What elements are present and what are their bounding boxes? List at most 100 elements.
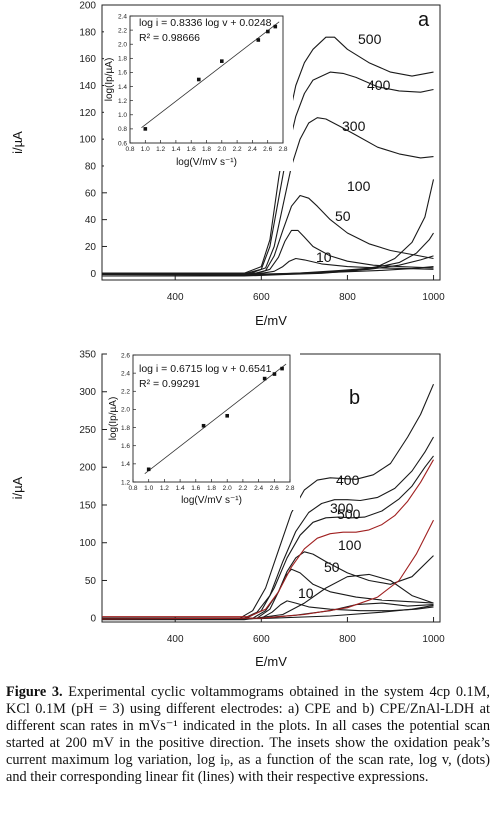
inset-y-tick-label: 1.6	[118, 70, 127, 77]
series-line-500	[102, 383, 435, 619]
inset-data-point	[280, 366, 284, 371]
series-line-red	[102, 459, 434, 618]
inset-y-tick-label: 2.6	[121, 352, 130, 359]
y-tick-label: 50	[85, 576, 97, 587]
inset-y-tick-label: 1.4	[121, 461, 130, 468]
inset-data-point	[266, 29, 270, 34]
y-tick-label: 200	[79, 463, 96, 474]
x-tick-label: 400	[167, 634, 184, 645]
inset-x-tick-label: 2.8	[285, 485, 294, 492]
curve-label-500: 500	[337, 506, 361, 522]
inset-data-point	[143, 127, 148, 131]
curve-label-300: 300	[342, 118, 366, 134]
y-tick-label: 300	[79, 387, 96, 398]
y-tick-label: 80	[85, 161, 97, 172]
caption-text: Experimental cyclic voltammograms obtain…	[6, 684, 490, 785]
curve-label-500: 500	[358, 31, 382, 47]
inset-y-tick-label: 0.6	[118, 140, 127, 147]
inset-data-point	[256, 38, 261, 42]
x-tick-label: 800	[339, 292, 356, 303]
x-tick-label: 400	[167, 292, 184, 303]
inset-x-tick-label: 1.6	[191, 485, 200, 492]
series-line-50	[102, 568, 434, 619]
inset-fit-line	[144, 363, 287, 474]
inset-y-tick-label: 1.2	[118, 98, 127, 105]
y-axis-label: i/µA	[10, 131, 25, 154]
curve-label-400: 400	[336, 472, 360, 488]
inset-y-tick-label: 1.6	[121, 443, 130, 450]
series-group	[102, 36, 435, 277]
inset-x-tick-label: 2.6	[270, 485, 279, 492]
inset-y-tick-label: 1.8	[118, 56, 127, 63]
return-sweep-line	[102, 255, 434, 276]
inset-x-tick-label: 1.0	[144, 485, 153, 492]
y-tick-label: 60	[85, 188, 97, 199]
series-line-400	[102, 71, 434, 274]
series-line-50	[102, 229, 434, 274]
inset-data-point	[201, 423, 206, 428]
y-tick-label: 0	[90, 269, 96, 280]
y-tick-label: 140	[79, 81, 96, 92]
return-sweep-line	[102, 573, 434, 621]
curve-label-50: 50	[324, 559, 340, 575]
series-line-300	[102, 117, 434, 274]
inset-x-tick-label: 2.4	[248, 146, 257, 153]
inset-x-tick-label: 1.4	[171, 146, 180, 153]
inset-equation: log i = 0.6715 log v + 0.6541	[139, 363, 272, 375]
plot-frame	[101, 4, 441, 281]
panel-label: b	[349, 387, 360, 409]
series-line-100	[102, 551, 434, 619]
curve-label-100: 100	[338, 537, 362, 553]
inset-data-point	[225, 413, 229, 418]
inset-y-tick-label: 2.2	[121, 389, 130, 396]
curve-label-50: 50	[335, 208, 351, 224]
inset-data-point	[273, 24, 278, 29]
inset-frame	[129, 15, 284, 144]
curve-label-400: 400	[367, 77, 391, 93]
inset-x-tick-label: 1.2	[156, 146, 165, 153]
y-tick-label: 180	[79, 27, 96, 38]
x-tick-label: 600	[253, 292, 270, 303]
series-line-10	[102, 257, 434, 274]
inset-data-point	[272, 372, 277, 376]
inset-y-tick-label: 1.8	[121, 425, 130, 432]
y-tick-label: 160	[79, 54, 96, 65]
x-tick-label: 800	[339, 634, 356, 645]
x-tick-label: 1000	[422, 634, 445, 645]
inset-x-tick-label: 1.2	[160, 485, 169, 492]
inset-y-tick-label: 2.0	[118, 42, 127, 49]
inset-fit-line	[141, 21, 280, 129]
inset-y-tick-label: 2.4	[121, 370, 130, 377]
x-axis-label: E/mV	[255, 313, 287, 328]
inset-x-tick-label: 1.4	[176, 485, 185, 492]
inset-y-tick-label: 1.0	[118, 112, 127, 119]
inset-equation: log i = 0.8336 log v + 0.0248	[139, 17, 272, 29]
inset-y-tick-label: 1.4	[118, 84, 127, 91]
inset-x-axis-label: log(V/mV s⁻¹)	[181, 495, 242, 506]
y-axis-label: i/µA	[10, 476, 25, 499]
y-tick-label: 250	[79, 425, 96, 436]
inset-x-tick-label: 0.8	[128, 485, 137, 492]
inset-x-tick-label: 2.8	[278, 146, 287, 153]
x-axis-label: E/mV	[255, 654, 287, 669]
curve-label-10: 10	[298, 585, 314, 601]
figure-caption: Figure 3. Experimental cyclic voltammogr…	[6, 684, 490, 785]
inset-x-tick-label: 1.0	[141, 146, 150, 153]
series-line-red-return	[102, 519, 434, 620]
y-tick-label: 150	[79, 500, 96, 511]
y-tick-label: 200	[79, 1, 96, 12]
inset-x-tick-label: 2.2	[233, 146, 242, 153]
return-sweep-line	[102, 266, 434, 275]
curve-label-10: 10	[316, 249, 332, 265]
y-tick-label: 350	[79, 350, 96, 361]
y-tick-label: 100	[79, 135, 96, 146]
inset-data-point	[262, 376, 267, 381]
inset-r-squared: R² = 0.99291	[139, 378, 200, 390]
series-group	[102, 383, 435, 621]
inset-x-tick-label: 2.0	[217, 146, 226, 153]
x-tick-label: 1000	[422, 292, 445, 303]
curve-label-100: 100	[347, 178, 371, 194]
inset-y-tick-label: 1.2	[121, 479, 130, 486]
inset-y-tick-label: 0.8	[118, 126, 127, 133]
inset-x-tick-label: 1.8	[207, 485, 216, 492]
